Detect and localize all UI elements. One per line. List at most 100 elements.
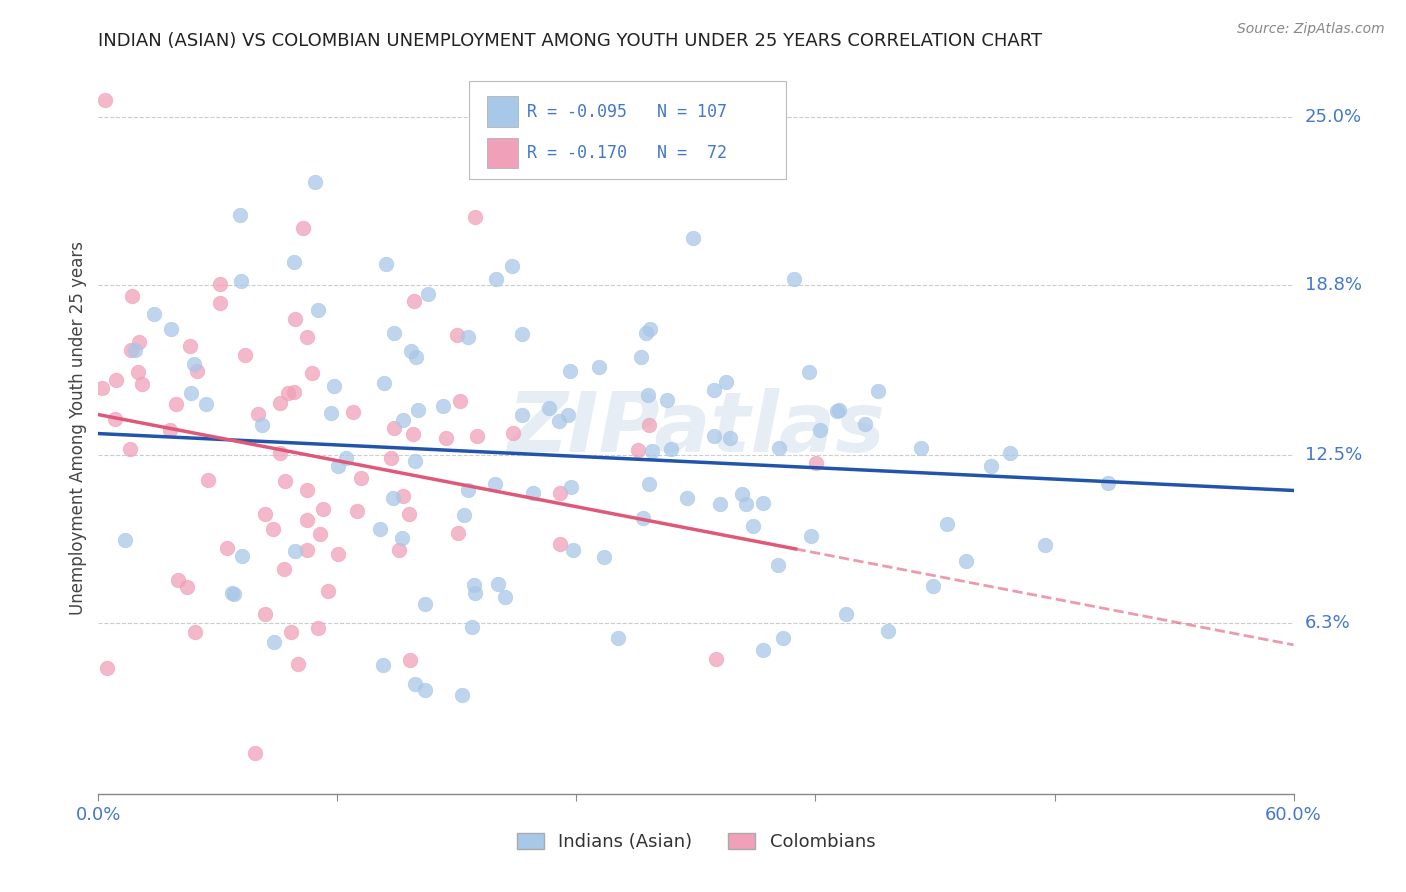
Point [910, 441, 932, 455]
Point [292, 221, 315, 235]
Point [484, 476, 506, 491]
Point [449, 393, 471, 408]
Point [404, 293, 426, 308]
Point [326, 458, 349, 473]
Point [718, 431, 741, 445]
FancyBboxPatch shape [486, 96, 517, 128]
Point [346, 504, 368, 518]
Point [283, 255, 305, 269]
Point [464, 586, 486, 600]
Point [120, 343, 142, 358]
Point [751, 642, 773, 657]
Point [502, 426, 524, 441]
Point [460, 620, 482, 634]
Point [465, 428, 488, 442]
Point [183, 357, 205, 371]
Point [576, 121, 599, 136]
Point [416, 286, 439, 301]
Point [233, 349, 256, 363]
Point [273, 562, 295, 576]
Point [176, 580, 198, 594]
Point [321, 406, 343, 420]
Point [127, 365, 149, 379]
Point [453, 508, 475, 522]
Point [547, 414, 569, 428]
Point [752, 496, 775, 510]
Point [980, 459, 1002, 474]
Point [269, 446, 291, 460]
Point [284, 544, 307, 558]
Point [703, 428, 725, 442]
Point [709, 497, 731, 511]
Point [799, 365, 821, 379]
Point [734, 497, 756, 511]
Text: R = -0.095   N = 107: R = -0.095 N = 107 [527, 103, 727, 120]
Point [522, 486, 544, 500]
Point [128, 334, 150, 349]
Point [304, 175, 326, 189]
Point [550, 537, 572, 551]
Point [446, 327, 468, 342]
Point [768, 441, 790, 455]
Point [228, 208, 250, 222]
Text: INDIAN (ASIAN) VS COLOMBIAN UNEMPLOYMENT AMONG YOUTH UNDER 25 YEARS CORRELATION : INDIAN (ASIAN) VS COLOMBIAN UNEMPLOYMENT… [98, 32, 1042, 50]
Point [328, 547, 350, 561]
Legend: Indians (Asian), Colombians: Indians (Asian), Colombians [509, 825, 883, 858]
Point [295, 329, 318, 343]
Point [800, 529, 823, 543]
Point [562, 542, 585, 557]
FancyBboxPatch shape [486, 137, 517, 169]
Point [415, 597, 437, 611]
Point [457, 329, 479, 343]
Point [231, 274, 253, 288]
Point [638, 417, 661, 432]
Point [301, 366, 323, 380]
Point [297, 542, 319, 557]
Point [159, 322, 181, 336]
Point [548, 485, 571, 500]
Y-axis label: Unemployment Among Youth under 25 years: Unemployment Among Youth under 25 years [69, 241, 87, 615]
Point [868, 384, 890, 398]
Point [447, 525, 470, 540]
Text: ZIPatlas: ZIPatlas [508, 388, 884, 468]
Point [263, 635, 285, 649]
Point [274, 474, 297, 488]
Point [704, 652, 727, 666]
Point [283, 384, 305, 399]
Point [307, 621, 329, 635]
Point [221, 586, 243, 600]
Point [607, 631, 630, 645]
Point [742, 519, 765, 533]
Point [636, 326, 658, 340]
Point [104, 412, 127, 426]
Point [209, 296, 232, 310]
Point [180, 386, 202, 401]
Point [194, 397, 217, 411]
Point [309, 527, 332, 541]
Point [124, 343, 146, 357]
Point [342, 405, 364, 419]
Point [96, 661, 118, 675]
Point [307, 303, 329, 318]
Point [391, 531, 413, 545]
Point [186, 364, 208, 378]
Point [91, 381, 114, 395]
Point [253, 607, 276, 621]
Point [208, 277, 231, 292]
Point [432, 400, 454, 414]
Point [250, 418, 273, 433]
Point [94, 93, 117, 107]
Point [731, 486, 754, 500]
Point [828, 403, 851, 417]
FancyBboxPatch shape [470, 81, 786, 179]
Point [630, 350, 652, 364]
Point [682, 231, 704, 245]
Point [876, 624, 898, 638]
Point [335, 451, 357, 466]
Point [766, 558, 789, 573]
Point [485, 272, 508, 286]
Point [217, 541, 239, 555]
Point [703, 383, 725, 397]
Point [143, 307, 166, 321]
Point [588, 360, 610, 375]
